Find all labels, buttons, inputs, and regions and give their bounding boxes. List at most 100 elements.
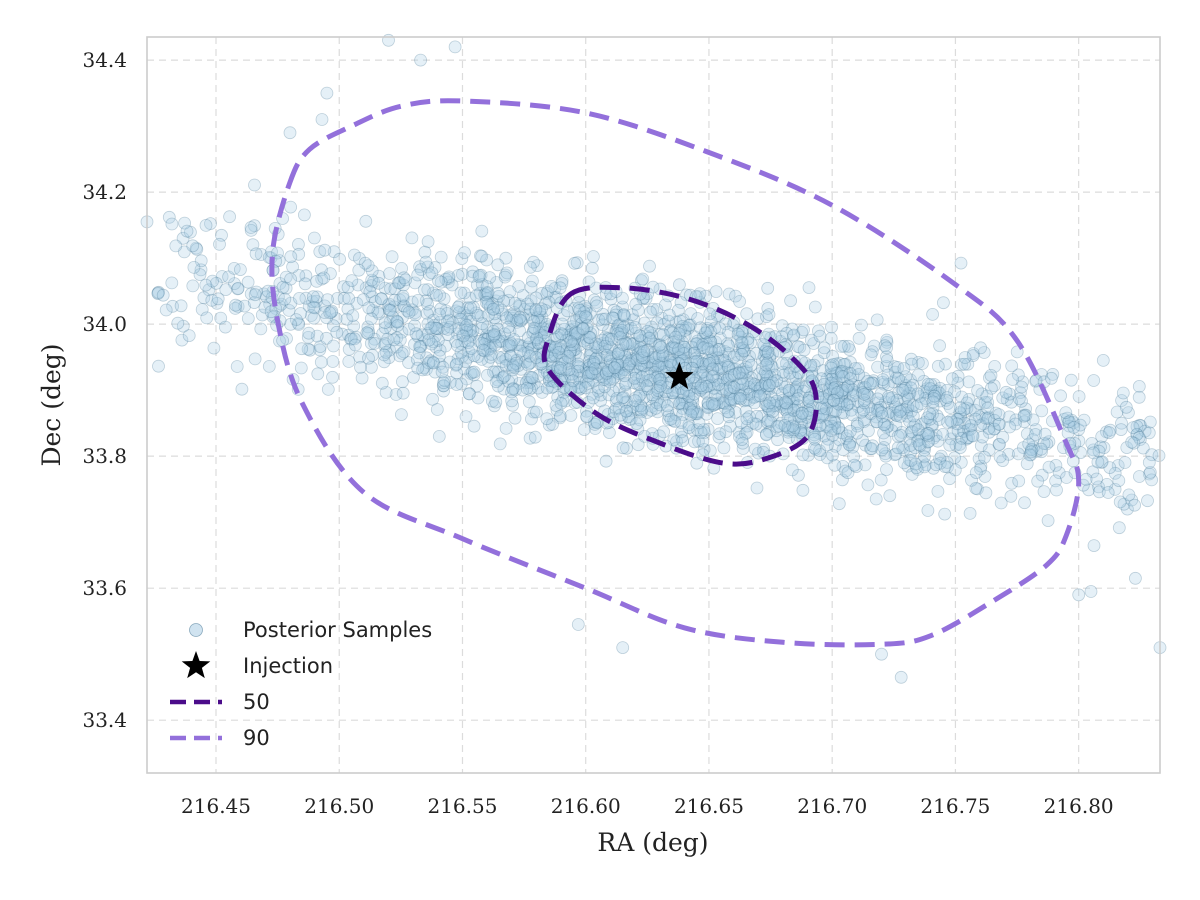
posterior-sample-point [393,349,407,363]
posterior-sample-point [227,261,241,275]
posterior-sample-point [171,316,185,330]
posterior-sample-point [918,450,931,464]
posterior-sample-point [638,316,651,330]
posterior-sample-point [451,300,465,314]
posterior-sample-point [244,223,258,237]
posterior-sample-point [390,331,404,345]
posterior-sample-point [482,329,496,343]
posterior-sample-point [572,328,586,342]
posterior-sample-point [1138,424,1152,438]
posterior-sample-point [739,393,753,407]
posterior-sample-point [897,402,911,416]
posterior-sample-point [621,317,635,331]
posterior-sample-point [680,396,693,410]
posterior-sample-point [346,309,360,323]
posterior-sample-point [634,387,647,401]
posterior-sample-point [808,432,822,446]
posterior-sample-point [661,399,674,413]
posterior-sample-point [570,313,583,327]
posterior-sample-point [786,395,800,409]
posterior-sample-point [805,366,819,380]
posterior-sample-point [617,363,631,376]
posterior-sample-point [729,405,742,419]
posterior-sample-point [566,374,580,388]
posterior-sample-point [960,432,973,446]
posterior-sample-point [625,354,638,368]
posterior-sample-point [531,381,545,395]
posterior-sample-point [244,287,258,301]
posterior-sample-point [948,463,962,477]
posterior-sample-point [969,466,983,480]
posterior-sample-point [618,335,632,349]
posterior-sample-point [320,86,334,100]
posterior-sample-point [578,299,592,313]
posterior-sample-point [567,343,580,357]
posterior-sample-point [480,368,494,382]
posterior-sample-point [199,278,213,292]
posterior-sample-point [508,296,522,310]
posterior-sample-point [567,337,581,351]
posterior-sample-point [920,382,934,396]
posterior-sample-point [341,302,355,316]
posterior-sample-point [585,362,599,375]
posterior-sample-point [180,224,194,238]
posterior-sample-point [635,359,649,373]
posterior-sample-point [219,283,233,297]
posterior-sample-point [655,365,668,379]
posterior-sample-point [568,301,581,315]
posterior-sample-point [719,376,732,390]
posterior-sample-point [1101,486,1115,499]
posterior-sample-point [210,296,224,310]
posterior-sample-point [951,376,965,390]
posterior-sample-point [491,258,505,272]
posterior-sample-point [976,430,989,444]
posterior-sample-point [577,423,591,437]
posterior-sample-point [753,382,767,396]
posterior-sample-point [821,432,835,446]
posterior-sample-point [762,360,776,374]
posterior-sample-point [880,463,893,477]
posterior-sample-point [933,386,946,400]
posterior-sample-point [724,387,737,401]
posterior-sample-point [894,670,908,684]
posterior-sample-point [664,323,678,337]
posterior-sample-point [579,362,593,376]
posterior-sample-point [700,321,714,335]
posterior-sample-point [1112,474,1126,488]
posterior-sample-point [1040,437,1054,451]
posterior-sample-point [218,320,232,334]
posterior-sample-point [729,289,742,303]
posterior-sample-point [632,340,646,354]
posterior-sample-point [795,406,809,420]
posterior-sample-point [1012,368,1025,382]
posterior-sample-point [867,374,880,388]
posterior-sample-point [451,339,464,353]
posterior-sample-point [412,346,426,360]
posterior-sample-point [969,481,983,495]
posterior-sample-point [612,401,626,415]
posterior-sample-point [669,408,683,421]
posterior-sample-point [856,433,869,447]
posterior-sample-point [1042,435,1056,449]
posterior-sample-point [573,376,586,390]
posterior-sample-point [599,454,613,468]
posterior-sample-point [279,270,293,284]
posterior-sample-point [613,354,627,367]
posterior-sample-point [194,254,208,268]
posterior-sample-point [869,492,883,506]
posterior-sample-point [636,346,650,360]
posterior-sample-point [454,286,468,300]
posterior-sample-point [395,325,409,339]
posterior-sample-point [437,376,451,390]
posterior-sample-point [819,392,833,406]
posterior-sample-point [329,312,343,325]
posterior-sample-point [583,361,596,374]
posterior-sample-point [535,385,549,399]
posterior-sample-point [1067,420,1081,434]
posterior-sample-point [679,321,693,334]
posterior-sample-point [255,308,269,322]
posterior-sample-point [710,397,723,411]
posterior-sample-point [292,291,306,305]
posterior-sample-point [572,383,586,396]
posterior-sample-point [890,371,903,385]
